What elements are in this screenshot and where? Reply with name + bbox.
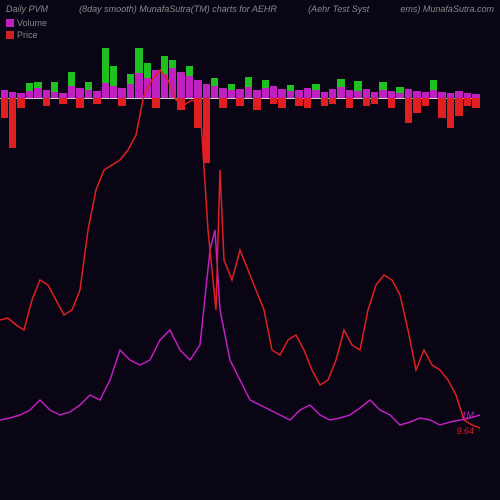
line-overlay: [0, 50, 480, 490]
chart-area: 1M 9.64: [0, 50, 480, 490]
legend-price-swatch: [6, 31, 14, 39]
header-right: ems) MunafaSutra.com: [400, 4, 494, 14]
legend-price: Price: [6, 30, 47, 40]
legend-volume-swatch: [6, 19, 14, 27]
legend-volume-label: Volume: [17, 18, 47, 28]
legend-price-label: Price: [17, 30, 38, 40]
chart-header: Daily PVM (8day smooth) MunafaSutra(TM) …: [0, 0, 500, 18]
price-end-label: 9.64: [456, 426, 474, 436]
header-center2: (Aehr Test Syst: [308, 4, 369, 14]
legend-volume: Volume: [6, 18, 47, 28]
legend: Volume Price: [6, 18, 47, 42]
header-center1: (8day smooth) MunafaSutra(TM) charts for…: [79, 4, 277, 14]
volume-end-label: 1M: [461, 410, 474, 420]
header-left: Daily PVM: [6, 4, 48, 14]
